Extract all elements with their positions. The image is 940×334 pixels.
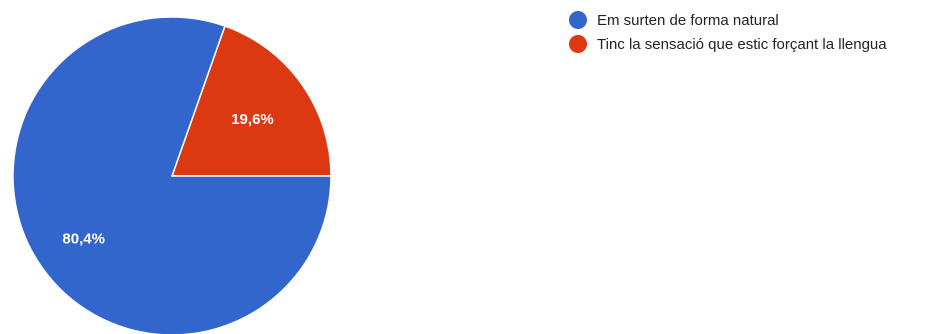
pie-slice-natural[interactable] bbox=[12, 16, 332, 334]
chart-legend: Em surten de forma natural Tinc la sensa… bbox=[569, 10, 939, 58]
legend-swatch-forcing bbox=[569, 35, 587, 53]
slice-label-natural: 80,4% bbox=[62, 230, 105, 247]
slice-label-forcing: 19,6% bbox=[231, 111, 274, 128]
pie-chart-svg: 19,6% 80,4% bbox=[12, 16, 332, 334]
legend-item-forcing[interactable]: Tinc la sensació que estic forçant la ll… bbox=[569, 34, 939, 55]
legend-item-natural[interactable]: Em surten de forma natural bbox=[569, 10, 939, 31]
legend-swatch-natural bbox=[569, 11, 587, 29]
legend-label-forcing: Tinc la sensació que estic forçant la ll… bbox=[597, 36, 887, 53]
legend-label-natural: Em surten de forma natural bbox=[597, 12, 779, 29]
